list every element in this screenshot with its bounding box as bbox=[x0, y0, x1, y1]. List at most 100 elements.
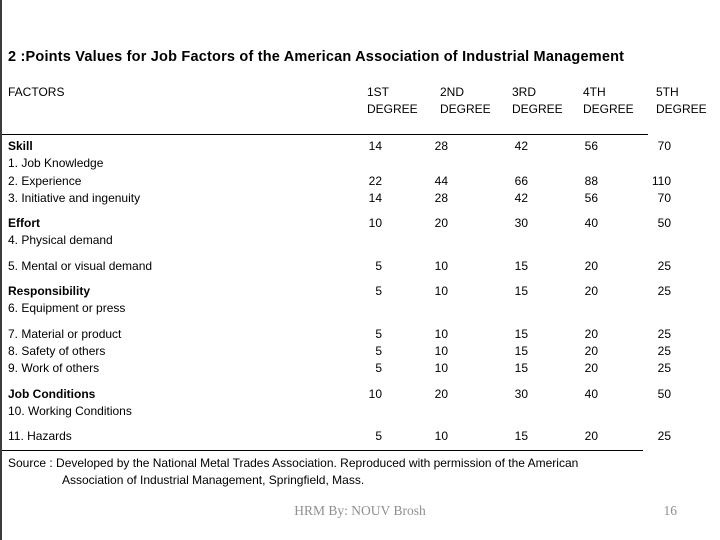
value-cell: 10 bbox=[434, 284, 448, 299]
slide-title: 2 :Points Values for Job Factors of the … bbox=[8, 49, 625, 65]
factor-group: 7. Material or product 5 10 15 20 25 8. Safety… bbox=[8, 326, 712, 378]
value-cell: 50 bbox=[657, 216, 671, 231]
value-cell: 20 bbox=[434, 386, 448, 401]
table-row: 4. Physical demand bbox=[8, 232, 712, 249]
value-cell: 20 bbox=[584, 361, 598, 376]
value-cell: 10 bbox=[434, 361, 448, 376]
value-cell: 25 bbox=[657, 284, 671, 299]
table-row: 5. Mental or visual demand 5 10 15 20 25 bbox=[8, 258, 712, 275]
table-row: 7. Material or product 5 10 15 20 25 bbox=[8, 326, 712, 343]
slide-left-border bbox=[0, 0, 2, 540]
table-row: 9. Work of others 5 10 15 20 25 bbox=[8, 360, 712, 377]
value-cell: 28 bbox=[434, 190, 448, 205]
factor-group: 11. Hazards 5 10 15 20 25 bbox=[8, 428, 712, 445]
table-header-rule bbox=[2, 134, 648, 135]
table-row: 10. Working Conditions bbox=[8, 403, 712, 420]
value-cell: 15 bbox=[514, 284, 528, 299]
table-row: Skill 14 28 42 56 70 bbox=[8, 138, 712, 155]
value-cell: 5 bbox=[375, 343, 382, 358]
source-line-1: Source : Developed by the National Metal… bbox=[8, 456, 579, 470]
degree-column-header-4: 4TH DEGREE bbox=[583, 85, 634, 117]
value-cell: 110 bbox=[651, 173, 671, 188]
value-cell: 10 bbox=[368, 386, 382, 401]
value-cell: 50 bbox=[657, 386, 671, 401]
value-cell: 66 bbox=[514, 173, 528, 188]
value-cell: 42 bbox=[514, 190, 528, 205]
value-cell: 88 bbox=[584, 173, 598, 188]
table-row: Job Conditions 10 20 30 40 50 bbox=[8, 386, 712, 403]
value-cell: 20 bbox=[584, 326, 598, 341]
value-cell: 5 bbox=[375, 429, 382, 444]
table-row: 6. Equipment or press bbox=[8, 300, 712, 317]
table-bottom-rule bbox=[2, 450, 643, 451]
source-line-2: Association of Industrial Management, Sp… bbox=[62, 473, 365, 488]
value-cell: 56 bbox=[584, 139, 598, 153]
factor-label: 7. Material or product bbox=[8, 326, 122, 341]
value-cell: 10 bbox=[434, 326, 448, 341]
factor-label: 6. Equipment or press bbox=[8, 301, 126, 316]
table-row: 3. Initiative and ingenuity 14 28 42 56 70 bbox=[8, 190, 712, 207]
value-cell: 25 bbox=[657, 361, 671, 376]
value-cell: 10 bbox=[434, 343, 448, 358]
value-cell: 5 bbox=[375, 361, 382, 376]
degree-column-header-3: 3RD DEGREE bbox=[512, 85, 563, 117]
value-cell: 28 bbox=[434, 139, 448, 153]
factor-group: 5. Mental or visual demand 5 10 15 20 25 bbox=[8, 258, 712, 275]
value-cell: 25 bbox=[657, 326, 671, 341]
factor-label: 2. Experience bbox=[8, 173, 82, 188]
table-header: FACTORS 1ST DEGREE 2ND DEGREE 3RD DEGREE… bbox=[8, 84, 712, 134]
factors-column-header: FACTORS bbox=[8, 85, 65, 99]
value-cell: 20 bbox=[584, 343, 598, 358]
value-cell: 40 bbox=[584, 216, 598, 231]
factor-label: 5. Mental or visual demand bbox=[8, 258, 153, 273]
value-cell: 15 bbox=[514, 326, 528, 341]
factor-label: Job Conditions bbox=[8, 386, 96, 401]
value-cell: 15 bbox=[514, 343, 528, 358]
value-cell: 5 bbox=[375, 258, 382, 273]
factor-group: Effort 10 20 30 40 50 4. Physical demand bbox=[8, 215, 712, 250]
value-cell: 5 bbox=[375, 284, 382, 299]
degree-column-header-5: 5TH DEGREE bbox=[656, 85, 707, 117]
source-note: Source : Developed by the National Metal… bbox=[8, 455, 578, 490]
table-row: Effort 10 20 30 40 50 bbox=[8, 215, 712, 232]
value-cell: 44 bbox=[434, 173, 448, 188]
factor-group: Job Conditions 10 20 30 40 50 10. Working Cond… bbox=[8, 386, 712, 421]
factor-label: 9. Work of others bbox=[8, 361, 100, 376]
value-cell: 70 bbox=[657, 139, 671, 153]
value-cell: 14 bbox=[368, 139, 382, 153]
factor-label: 10. Working Conditions bbox=[8, 403, 132, 418]
value-cell: 15 bbox=[514, 361, 528, 376]
factor-group: Skill 14 28 42 56 70 1. Job Knowledge 2. Experi… bbox=[8, 138, 712, 207]
value-cell: 30 bbox=[514, 386, 528, 401]
value-cell: 10 bbox=[434, 429, 448, 444]
factor-label: Skill bbox=[8, 139, 33, 153]
value-cell: 42 bbox=[514, 139, 528, 153]
degree-column-header-2: 2ND DEGREE bbox=[440, 85, 491, 117]
page-number: 16 bbox=[663, 503, 678, 518]
value-cell: 25 bbox=[657, 429, 671, 444]
table-body: Skill 14 28 42 56 70 1. Job Knowledge 2. Experi… bbox=[8, 138, 712, 445]
table-row: 1. Job Knowledge bbox=[8, 155, 712, 172]
factor-label: 1. Job Knowledge bbox=[8, 156, 104, 171]
value-cell: 20 bbox=[584, 284, 598, 299]
table-row: 11. Hazards 5 10 15 20 25 bbox=[8, 428, 712, 445]
value-cell: 25 bbox=[657, 343, 671, 358]
table-row: 8. Safety of others 5 10 15 20 25 bbox=[8, 343, 712, 360]
value-cell: 40 bbox=[584, 386, 598, 401]
table-row: Responsibility 5 10 15 20 25 bbox=[8, 283, 712, 300]
factor-label: 3. Initiative and ingenuity bbox=[8, 190, 141, 205]
value-cell: 70 bbox=[657, 190, 671, 205]
value-cell: 20 bbox=[434, 216, 448, 231]
value-cell: 15 bbox=[514, 258, 528, 273]
value-cell: 56 bbox=[584, 190, 598, 205]
factor-label: 8. Safety of others bbox=[8, 343, 106, 358]
factor-label: 11. Hazards bbox=[8, 429, 72, 444]
value-cell: 20 bbox=[584, 429, 598, 444]
factor-label: Effort bbox=[8, 216, 40, 231]
table-row: 2. Experience 22 44 66 88 110 bbox=[8, 173, 712, 190]
factor-label: Responsibility bbox=[8, 284, 91, 299]
value-cell: 20 bbox=[584, 258, 598, 273]
value-cell: 30 bbox=[514, 216, 528, 231]
value-cell: 5 bbox=[375, 326, 382, 341]
